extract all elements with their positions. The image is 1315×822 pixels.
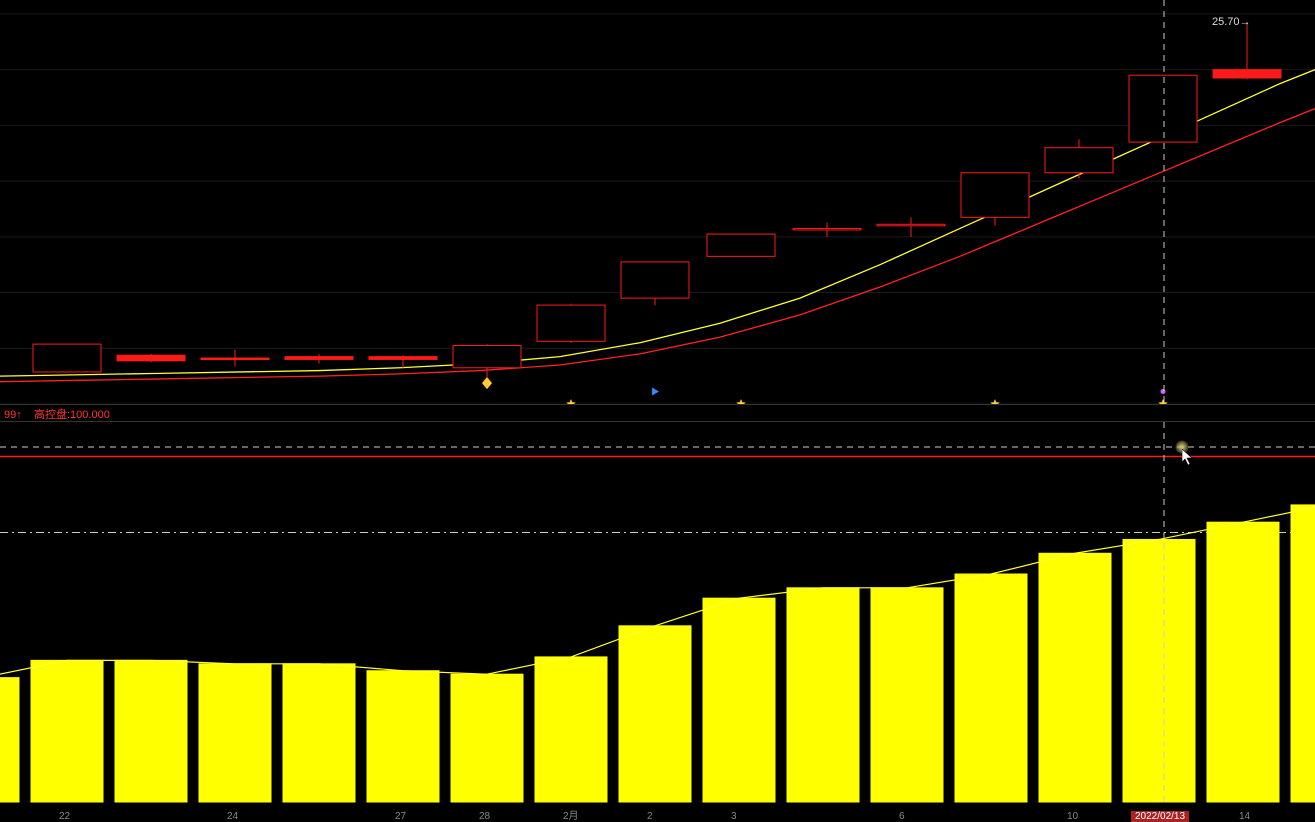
indicator-bar[interactable] xyxy=(703,598,775,802)
candle-body[interactable] xyxy=(877,224,945,226)
time-axis-label: 2月 xyxy=(563,807,579,822)
cursor-highlight-icon xyxy=(1175,440,1189,454)
time-axis-label: 6 xyxy=(899,811,905,822)
time-axis-label: 14 xyxy=(1239,811,1250,822)
indicator-value: 100.000 xyxy=(70,409,110,421)
arrow-right-icon: → xyxy=(1240,16,1251,28)
time-axis-label: 2 xyxy=(647,811,653,822)
time-axis-label-active: 2022/02/13 xyxy=(1131,811,1189,822)
indicator-bar[interactable] xyxy=(451,674,523,802)
indicator-left-value: 99↑ 高控盘:100.000 xyxy=(0,409,110,421)
candle-body[interactable] xyxy=(33,344,101,372)
candle-body[interactable] xyxy=(369,357,437,360)
indicator-bar[interactable] xyxy=(619,626,691,802)
indicator-label: 高控盘: xyxy=(34,409,70,421)
time-axis-label: 24 xyxy=(227,811,238,822)
time-axis-label: 28 xyxy=(479,811,490,822)
time-axis-label: 3 xyxy=(731,811,737,822)
indicator-bar[interactable] xyxy=(283,664,355,802)
last-high-price-value: 25.70 xyxy=(1212,16,1240,28)
time-axis-label: 10 xyxy=(1067,811,1078,822)
dot-marker-icon xyxy=(1161,389,1166,394)
ma-long xyxy=(0,109,1315,382)
indicator-bar[interactable] xyxy=(199,664,271,802)
indicator-bar[interactable] xyxy=(31,660,103,802)
candle-body[interactable] xyxy=(1213,70,1281,78)
ma-short xyxy=(0,70,1315,376)
candle-body[interactable] xyxy=(117,355,185,361)
candle-body[interactable] xyxy=(537,305,605,341)
candle-body[interactable] xyxy=(793,228,861,230)
indicator-bar[interactable] xyxy=(0,678,19,802)
indicator-bar[interactable] xyxy=(115,660,187,802)
candle-body[interactable] xyxy=(201,358,269,360)
indicator-divider-bar[interactable]: 99↑ 高控盘:100.000 xyxy=(0,404,1315,422)
candle-body[interactable] xyxy=(707,234,775,256)
time-axis-label: 27 xyxy=(395,811,406,822)
indicator-panel[interactable] xyxy=(0,422,1315,812)
indicator-bar[interactable] xyxy=(1207,522,1279,802)
candle-body[interactable] xyxy=(453,345,521,367)
indicator-bar[interactable] xyxy=(367,671,439,802)
indicator-bar[interactable] xyxy=(871,588,943,802)
candle-body[interactable] xyxy=(285,357,353,360)
indicator-bar[interactable] xyxy=(955,574,1027,802)
arrow-marker-icon xyxy=(652,387,659,395)
last-high-price-label: 25.70→ xyxy=(1212,16,1251,28)
candle-body[interactable] xyxy=(1045,148,1113,173)
arrow-up-icon: ↑ xyxy=(16,409,22,421)
time-axis: 22 24 27 28 2月 2 3 6 10 2022/02/13 14 xyxy=(0,808,1315,822)
indicator-bar[interactable] xyxy=(1123,539,1195,802)
indicator-bar[interactable] xyxy=(535,657,607,802)
candle-body[interactable] xyxy=(961,173,1029,218)
indicator-bar[interactable] xyxy=(787,588,859,802)
candle-body[interactable] xyxy=(621,262,689,298)
candle-body[interactable] xyxy=(1129,75,1197,142)
time-axis-label: 22 xyxy=(59,811,70,822)
indicator-bar[interactable] xyxy=(1039,553,1111,802)
trading-chart-root: 提 25.70→ 99↑ 高控盘:100.000 22 24 27 28 2月 2 3 6 10… xyxy=(0,0,1315,822)
diamond-marker-icon xyxy=(482,377,492,389)
candlestick-panel[interactable]: 提 xyxy=(0,0,1315,404)
indicator-bar[interactable] xyxy=(1291,505,1315,802)
